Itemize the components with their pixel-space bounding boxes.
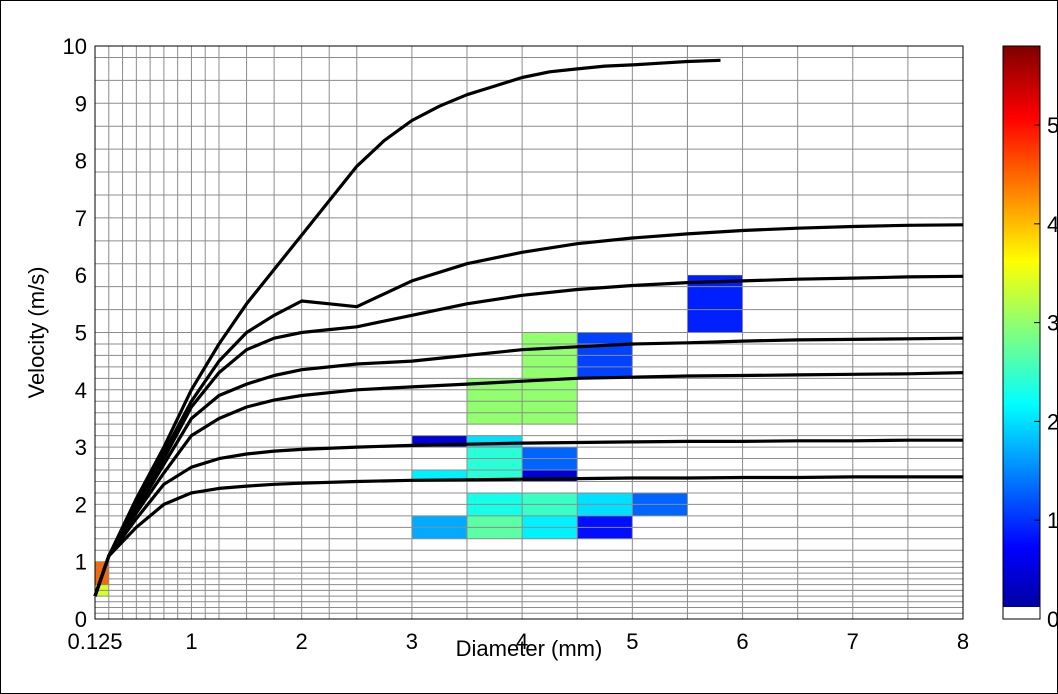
x-tick-label: 3 xyxy=(406,629,418,654)
axis-ticks: 0.125 1 2 3 4 5 6 7 8 0 1 2 3 4 5 6 7 8 9 10 xyxy=(63,34,970,654)
colorbar-zero-band xyxy=(1003,607,1040,619)
y-tick-label: 1 xyxy=(75,550,87,575)
y-tick-label: 0 xyxy=(75,607,87,632)
velocity-curve xyxy=(93,438,963,597)
velocity-curve xyxy=(93,371,964,597)
y-tick-label: 2 xyxy=(75,492,87,517)
heatmap-cell xyxy=(411,470,467,482)
x-tick-label: 4 xyxy=(516,629,528,654)
heatmap-cell xyxy=(467,447,523,482)
y-tick-label: 8 xyxy=(75,149,87,174)
y-tick-label: 4 xyxy=(75,378,87,403)
heatmap-cell xyxy=(411,435,467,448)
x-tick-label: 8 xyxy=(957,629,969,654)
x-tick-label: 6 xyxy=(736,629,748,654)
x-tick-label: 0.125 xyxy=(67,629,122,654)
heatmap-cell xyxy=(687,275,743,333)
y-tick-label: 7 xyxy=(75,206,87,231)
velocity-curve xyxy=(93,223,964,597)
colorbar-gradient xyxy=(1003,46,1040,619)
y-tick-label: 6 xyxy=(75,263,87,288)
y-tick-label: 3 xyxy=(75,435,87,460)
velocity-curve xyxy=(93,475,963,597)
colorbar-tick-label: 3 xyxy=(1047,311,1058,336)
x-tick-label: 7 xyxy=(847,629,859,654)
colorbar: 0 1 2 3 4 5 xyxy=(1002,45,1058,632)
velocity-curve xyxy=(93,274,964,597)
colorbar-border xyxy=(1002,45,1041,620)
colorbar-tick-label: 2 xyxy=(1047,409,1058,434)
velocity-curve xyxy=(93,336,964,597)
y-tick-label: 9 xyxy=(75,91,87,116)
colorbar-tick-label: 5 xyxy=(1047,113,1058,138)
x-axis-label: Diameter (mm) xyxy=(456,636,603,661)
y-tick-label: 5 xyxy=(75,321,87,346)
heatmap-cell xyxy=(522,470,578,482)
colorbar-tick-label: 0 xyxy=(1047,607,1058,632)
velocity-curves xyxy=(93,58,964,597)
colorbar-tick-label: 4 xyxy=(1047,212,1058,237)
y-tick-label: 10 xyxy=(63,34,87,59)
plot-area-border xyxy=(94,45,964,620)
x-tick-label: 2 xyxy=(296,629,308,654)
x-tick-label: 1 xyxy=(185,629,197,654)
x-tick-label: 5 xyxy=(626,629,638,654)
velocity-curve xyxy=(93,58,721,597)
heatmap-cell xyxy=(467,435,523,448)
y-axis-label: Velocity (m/s) xyxy=(24,266,49,398)
colorbar-tick-label: 1 xyxy=(1047,508,1058,533)
